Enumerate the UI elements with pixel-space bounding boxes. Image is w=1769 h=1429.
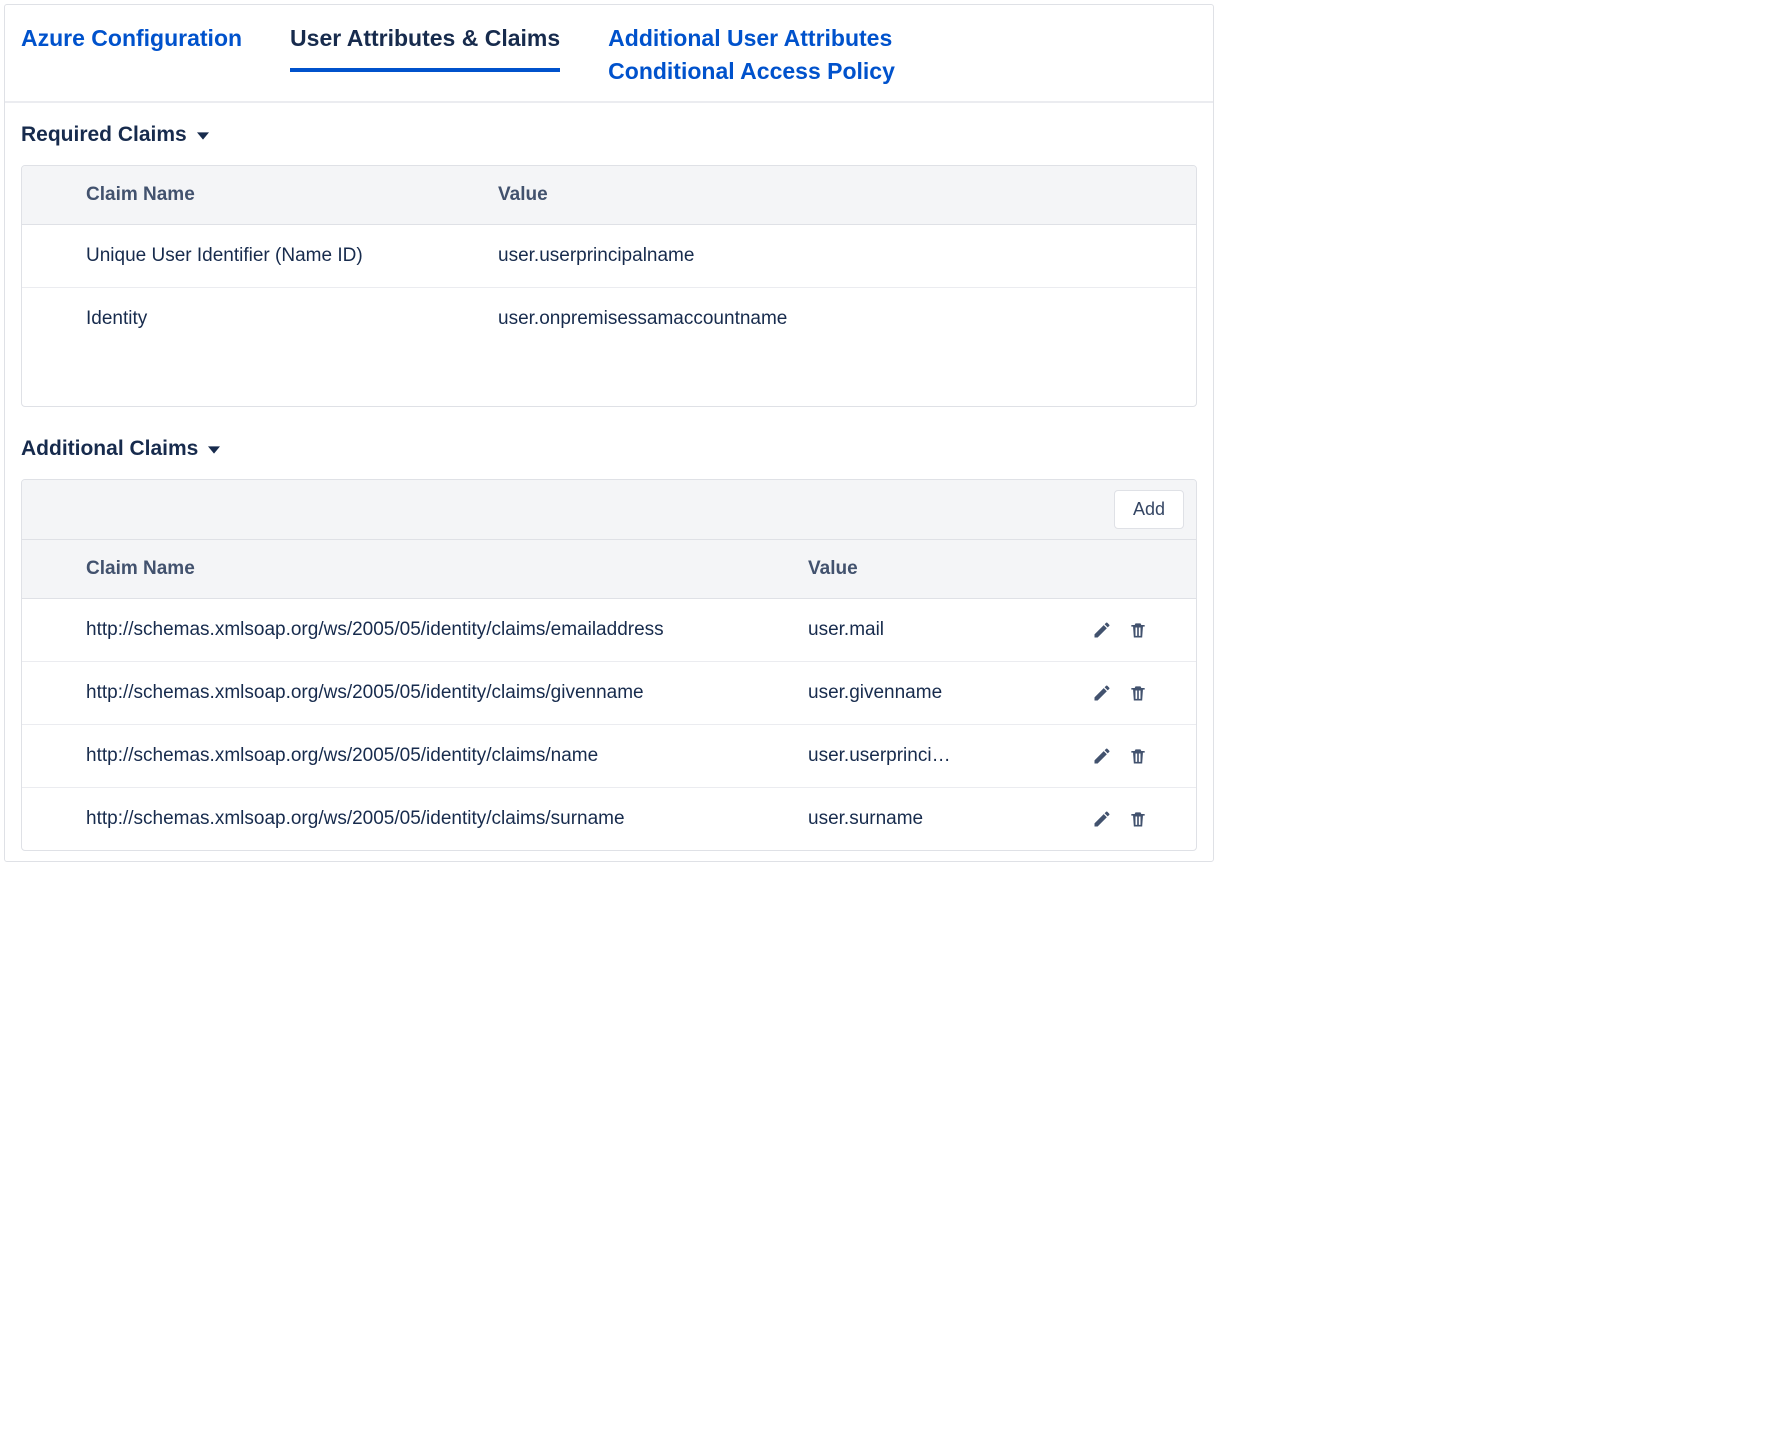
claim-value-cell: user.surname bbox=[792, 788, 1076, 851]
claim-value-cell: user.userprincipalname bbox=[792, 725, 1076, 788]
additional-claims-toggle[interactable]: Additional Claims bbox=[21, 437, 1197, 461]
table-row: Unique User Identifier (Name ID) user.us… bbox=[22, 225, 1196, 288]
claim-name-cell: http://schemas.xmlsoap.org/ws/2005/05/id… bbox=[22, 662, 792, 725]
tab-additional-user-attributes[interactable]: Additional User Attributes bbox=[608, 25, 895, 52]
delete-icon[interactable] bbox=[1128, 620, 1148, 640]
additional-claims-panel: Add Claim Name Value http://schemas.xmls… bbox=[21, 479, 1197, 851]
required-col-value: Value bbox=[482, 166, 1196, 225]
claims-config-page: Azure Configuration User Attributes & Cl… bbox=[4, 4, 1214, 862]
claim-value-cell: user.givenname bbox=[792, 662, 1076, 725]
delete-icon[interactable] bbox=[1128, 809, 1148, 829]
delete-icon[interactable] bbox=[1128, 683, 1148, 703]
tab-stack-right: Additional User Attributes Conditional A… bbox=[608, 25, 895, 101]
required-col-name: Claim Name bbox=[22, 166, 482, 225]
edit-icon[interactable] bbox=[1092, 620, 1112, 640]
required-claims-panel: Claim Name Value Unique User Identifier … bbox=[21, 165, 1197, 407]
claim-actions-cell bbox=[1076, 725, 1196, 788]
table-row: Identity user.onpremisessamaccountname bbox=[22, 288, 1196, 351]
additional-col-value: Value bbox=[792, 540, 1076, 599]
caret-down-icon bbox=[208, 441, 220, 457]
claim-value-cell: user.mail bbox=[792, 599, 1076, 662]
claim-name-cell: http://schemas.xmlsoap.org/ws/2005/05/id… bbox=[22, 788, 792, 851]
table-row: http://schemas.xmlsoap.org/ws/2005/05/id… bbox=[22, 599, 1196, 662]
additional-claims-toolbar: Add bbox=[22, 480, 1196, 540]
claim-value-cell: user.userprincipalname bbox=[482, 225, 1196, 288]
claim-name-cell: Identity bbox=[22, 288, 482, 351]
tab-bar: Azure Configuration User Attributes & Cl… bbox=[5, 5, 1213, 103]
edit-icon[interactable] bbox=[1092, 683, 1112, 703]
claim-value-cell: user.onpremisessamaccountname bbox=[482, 288, 1196, 351]
required-claims-section: Required Claims Claim Name Value Unique … bbox=[5, 103, 1213, 417]
edit-icon[interactable] bbox=[1092, 809, 1112, 829]
claim-name-cell: http://schemas.xmlsoap.org/ws/2005/05/id… bbox=[22, 599, 792, 662]
add-button[interactable]: Add bbox=[1114, 490, 1184, 529]
additional-col-name: Claim Name bbox=[22, 540, 792, 599]
claim-name-cell: http://schemas.xmlsoap.org/ws/2005/05/id… bbox=[22, 725, 792, 788]
tab-conditional-access-policy[interactable]: Conditional Access Policy bbox=[608, 58, 895, 101]
required-claims-toggle[interactable]: Required Claims bbox=[21, 123, 1197, 147]
tab-azure-configuration[interactable]: Azure Configuration bbox=[21, 25, 242, 68]
claim-actions-cell bbox=[1076, 599, 1196, 662]
additional-col-actions bbox=[1076, 540, 1196, 599]
additional-claims-section: Additional Claims Add Claim Name Value bbox=[5, 417, 1213, 861]
table-row: http://schemas.xmlsoap.org/ws/2005/05/id… bbox=[22, 725, 1196, 788]
delete-icon[interactable] bbox=[1128, 746, 1148, 766]
claim-actions-cell bbox=[1076, 788, 1196, 851]
edit-icon[interactable] bbox=[1092, 746, 1112, 766]
tab-user-attributes-claims[interactable]: User Attributes & Claims bbox=[290, 25, 560, 72]
claim-actions-cell bbox=[1076, 662, 1196, 725]
caret-down-icon bbox=[197, 127, 209, 143]
required-claims-table: Claim Name Value Unique User Identifier … bbox=[22, 166, 1196, 350]
additional-claims-table: Claim Name Value http://schemas.xmlsoap.… bbox=[22, 540, 1196, 850]
table-row: http://schemas.xmlsoap.org/ws/2005/05/id… bbox=[22, 662, 1196, 725]
required-claims-title: Required Claims bbox=[21, 123, 187, 147]
claim-name-cell: Unique User Identifier (Name ID) bbox=[22, 225, 482, 288]
additional-claims-title: Additional Claims bbox=[21, 437, 198, 461]
table-row: http://schemas.xmlsoap.org/ws/2005/05/id… bbox=[22, 788, 1196, 851]
